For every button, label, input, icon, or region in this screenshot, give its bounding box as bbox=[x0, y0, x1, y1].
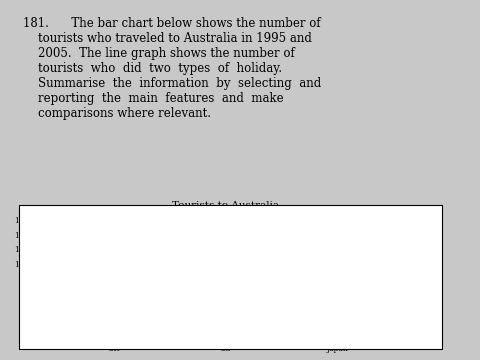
Bar bbox=[113, 230, 149, 335]
Bar bbox=[338, 266, 374, 335]
Bar bbox=[302, 227, 338, 335]
Text: 181.      The bar chart below shows the number of
    tourists who traveled to A: 181. The bar chart below shows the numbe… bbox=[24, 17, 322, 120]
Bar bbox=[190, 299, 226, 335]
Legend: 1995, 2005: 1995, 2005 bbox=[399, 235, 443, 265]
Bar bbox=[77, 277, 113, 335]
Bar bbox=[226, 230, 262, 335]
Title: Tourists to Australia: Tourists to Australia bbox=[172, 201, 279, 210]
